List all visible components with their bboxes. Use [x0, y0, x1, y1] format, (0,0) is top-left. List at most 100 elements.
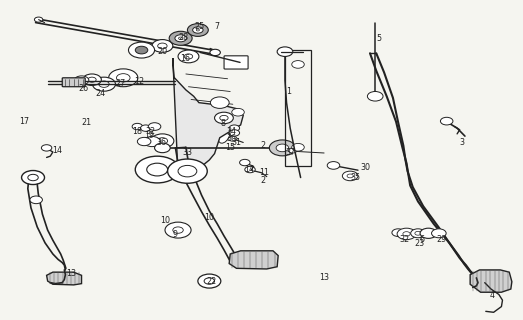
Circle shape	[152, 40, 173, 52]
Polygon shape	[47, 272, 82, 285]
Text: 13: 13	[319, 273, 329, 282]
Text: 2: 2	[260, 176, 266, 185]
Text: 11: 11	[259, 168, 269, 177]
Text: 24: 24	[96, 89, 106, 98]
Polygon shape	[470, 270, 512, 292]
Text: 34: 34	[226, 127, 236, 136]
Text: 16: 16	[180, 53, 191, 62]
Circle shape	[420, 228, 437, 238]
Polygon shape	[173, 58, 243, 176]
Circle shape	[135, 156, 179, 183]
Circle shape	[138, 137, 151, 146]
Text: 33: 33	[182, 148, 192, 156]
Circle shape	[367, 92, 383, 101]
Circle shape	[210, 49, 220, 56]
Circle shape	[240, 159, 250, 166]
Text: 21: 21	[82, 118, 92, 127]
Circle shape	[289, 148, 297, 153]
Circle shape	[41, 145, 52, 151]
Text: 32: 32	[400, 235, 410, 244]
Text: 9: 9	[173, 230, 178, 239]
Circle shape	[198, 274, 221, 288]
Circle shape	[135, 46, 148, 54]
Circle shape	[144, 136, 161, 147]
Circle shape	[276, 144, 289, 152]
Text: 6: 6	[419, 235, 424, 244]
Text: 14: 14	[52, 146, 62, 155]
Text: 36: 36	[226, 134, 236, 143]
Text: 23: 23	[414, 239, 425, 248]
Text: 25: 25	[194, 22, 204, 31]
Circle shape	[155, 143, 170, 153]
Circle shape	[411, 229, 425, 238]
Circle shape	[210, 97, 229, 108]
Circle shape	[141, 125, 151, 131]
Text: 20: 20	[157, 47, 167, 56]
Circle shape	[178, 50, 199, 63]
Circle shape	[165, 222, 191, 238]
Circle shape	[229, 125, 240, 131]
Text: 37: 37	[285, 148, 295, 156]
Text: 26: 26	[78, 84, 88, 93]
Circle shape	[35, 17, 43, 22]
Text: 10: 10	[160, 216, 170, 225]
Circle shape	[178, 165, 197, 177]
Circle shape	[169, 31, 192, 45]
Text: 31: 31	[231, 138, 241, 147]
Text: 36: 36	[156, 138, 166, 147]
Circle shape	[269, 140, 295, 156]
Circle shape	[245, 166, 255, 173]
Circle shape	[277, 47, 293, 56]
Circle shape	[109, 69, 138, 87]
Text: 18: 18	[132, 127, 142, 136]
Circle shape	[431, 229, 446, 238]
Text: 28: 28	[178, 33, 188, 42]
Circle shape	[147, 163, 167, 176]
Text: 10: 10	[204, 213, 214, 222]
Text: 17: 17	[19, 117, 29, 126]
Text: 32: 32	[146, 127, 156, 136]
Circle shape	[397, 228, 416, 240]
Circle shape	[74, 76, 89, 85]
Circle shape	[30, 196, 42, 204]
Circle shape	[192, 27, 203, 33]
Text: 2: 2	[260, 141, 266, 150]
Circle shape	[229, 136, 237, 141]
Text: 15: 15	[225, 143, 235, 152]
Ellipse shape	[218, 126, 230, 143]
Circle shape	[132, 123, 143, 130]
Text: 30: 30	[360, 163, 371, 172]
Text: 8: 8	[221, 119, 226, 128]
Circle shape	[292, 143, 304, 151]
FancyBboxPatch shape	[62, 78, 85, 87]
Circle shape	[93, 77, 116, 91]
Text: 27: 27	[116, 79, 126, 88]
Text: 5: 5	[376, 35, 381, 44]
Text: 1: 1	[287, 87, 291, 96]
Circle shape	[440, 117, 453, 125]
Circle shape	[343, 171, 358, 181]
Text: 7: 7	[214, 22, 220, 31]
Text: 3: 3	[460, 138, 465, 147]
Text: 22: 22	[207, 277, 217, 286]
Text: 13: 13	[66, 268, 76, 278]
Ellipse shape	[199, 109, 220, 134]
Circle shape	[292, 60, 304, 68]
Text: 19: 19	[144, 131, 154, 140]
Circle shape	[167, 159, 207, 183]
FancyBboxPatch shape	[224, 56, 248, 69]
Circle shape	[232, 108, 244, 116]
Text: 29: 29	[436, 235, 447, 244]
Text: 12: 12	[134, 77, 144, 86]
Circle shape	[175, 35, 186, 42]
Text: 4: 4	[490, 291, 495, 300]
Circle shape	[129, 42, 155, 58]
Circle shape	[83, 74, 101, 85]
Circle shape	[214, 112, 233, 124]
Circle shape	[151, 134, 174, 148]
Circle shape	[229, 130, 240, 136]
Circle shape	[21, 171, 44, 185]
Circle shape	[327, 162, 340, 169]
Polygon shape	[229, 251, 278, 269]
Text: 35: 35	[350, 173, 360, 182]
